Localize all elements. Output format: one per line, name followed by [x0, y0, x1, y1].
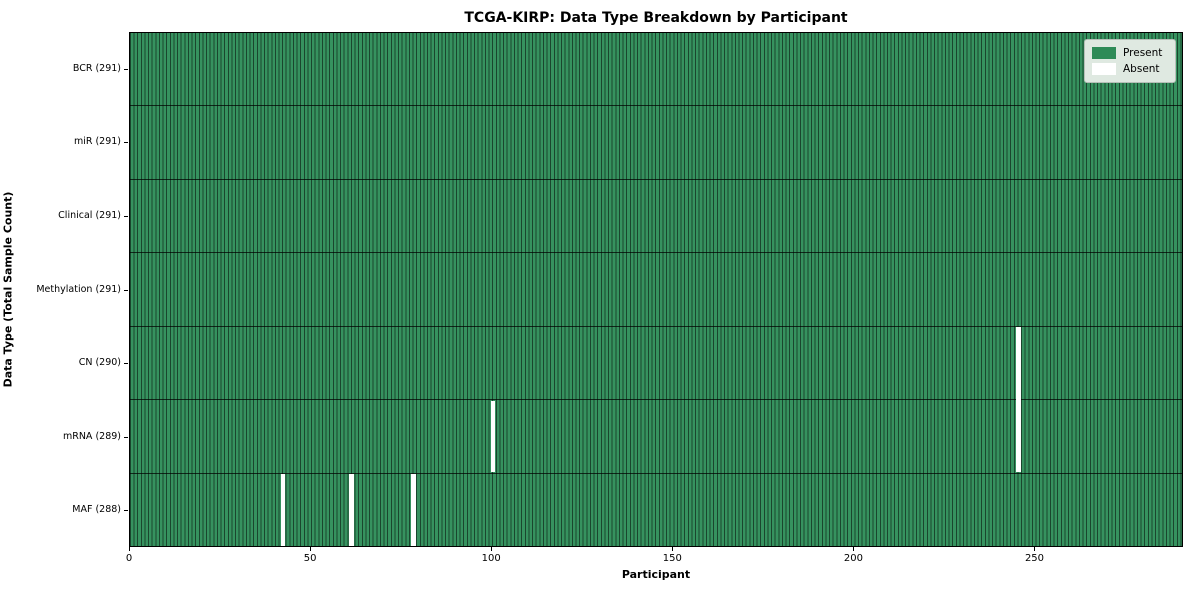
x-tick-label: 150: [662, 553, 682, 564]
chart-title: TCGA-KIRP: Data Type Breakdown by Partic…: [464, 10, 848, 26]
y-tick-mark: [124, 510, 128, 512]
legend-item-absent: Absent: [1092, 61, 1168, 77]
x-tick-mark: [1034, 547, 1036, 551]
y-tick-mark: [124, 215, 128, 217]
y-tick-mark: [124, 142, 128, 144]
x-tick-mark: [129, 547, 130, 551]
y-tick-mark: [124, 68, 128, 70]
x-axis-label: Participant: [621, 568, 691, 581]
absent-cell-gap: [410, 474, 416, 546]
legend-label-present: Present: [1123, 47, 1163, 59]
x-tick-mark: [310, 547, 312, 551]
absent-swatch-icon: [1092, 63, 1116, 75]
x-tick-label: 200: [843, 553, 863, 564]
x-tick-mark: [853, 547, 855, 551]
y-tick-label: MAF (288): [72, 504, 121, 516]
absent-cell-gap: [349, 474, 355, 546]
legend-item-present: Present: [1092, 45, 1168, 61]
y-tick-mark: [124, 363, 128, 365]
row-border-line: [129, 399, 1183, 401]
absent-cell-gap: [490, 400, 496, 473]
legend: Present Absent: [1084, 39, 1176, 83]
x-tick-label: 250: [1024, 553, 1045, 564]
row-border-line: [129, 472, 1183, 474]
y-tick-label: CN (290): [78, 357, 121, 369]
row-border-line: [129, 105, 1183, 107]
y-tick-label: Clinical (291): [58, 209, 121, 221]
row-border-line: [129, 325, 1183, 327]
x-tick-label: 100: [481, 553, 501, 564]
plot-area: [129, 32, 1183, 547]
y-tick-label: mRNA (289): [62, 430, 121, 442]
row-border-line: [129, 252, 1183, 254]
present-swatch-icon: [1092, 47, 1116, 59]
y-tick-label: Methylation (291): [36, 283, 121, 295]
absent-cell-gap: [280, 474, 286, 546]
y-tick-label: BCR (291): [72, 62, 121, 74]
absent-cell-gap: [1015, 327, 1021, 473]
x-tick-label: 50: [303, 553, 317, 564]
x-tick-mark: [491, 547, 493, 551]
x-tick-mark: [672, 547, 674, 551]
row-border-line: [129, 178, 1183, 180]
legend-label-absent: Absent: [1123, 63, 1160, 75]
y-tick-label: miR (291): [73, 136, 121, 148]
x-tick-label: 0: [125, 553, 133, 564]
y-tick-mark: [124, 436, 128, 438]
y-tick-mark: [124, 289, 128, 291]
